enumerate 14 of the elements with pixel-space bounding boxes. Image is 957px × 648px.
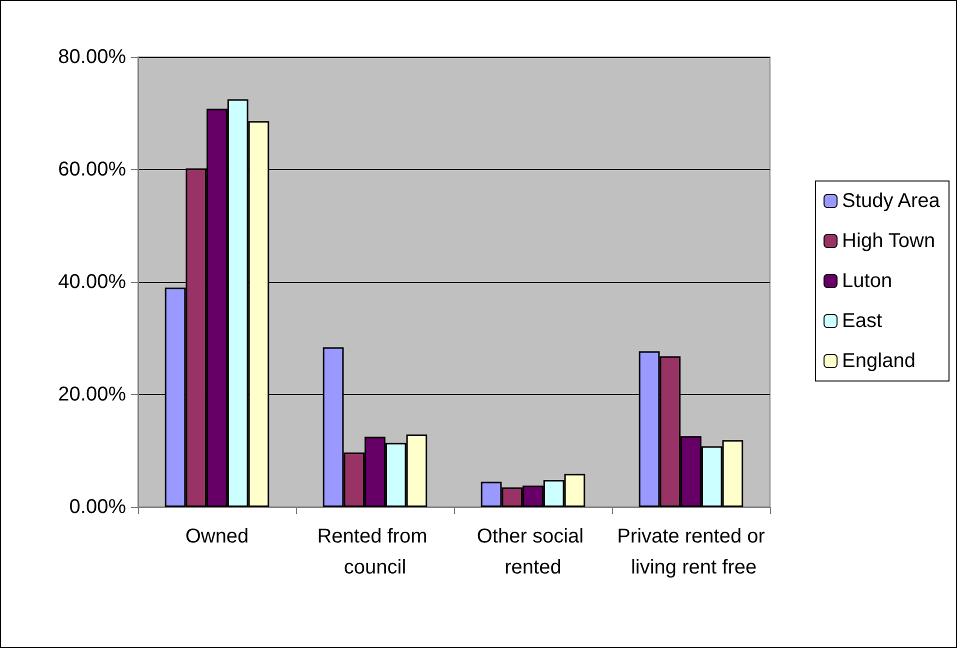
legend-label: East [842,310,883,332]
y-tick-label: 60.00% [58,158,126,180]
y-tick-label: 80.00% [58,46,126,68]
legend-label: Luton [842,270,892,292]
x-tick-label: Private rented or living rent free [617,526,766,578]
legend-label: High Town [842,230,936,252]
y-tick-label: 20.00% [58,384,126,406]
x-tick-label: Owned [185,526,249,548]
legend-label: England [842,350,916,372]
x-tick-label: Other social rented [476,526,590,578]
y-tick-label: 0.00% [69,496,126,518]
y-tick-label: 40.00% [58,271,126,293]
x-tick-label: Rented from council [317,526,433,578]
legend-label: Study Area [842,190,941,212]
